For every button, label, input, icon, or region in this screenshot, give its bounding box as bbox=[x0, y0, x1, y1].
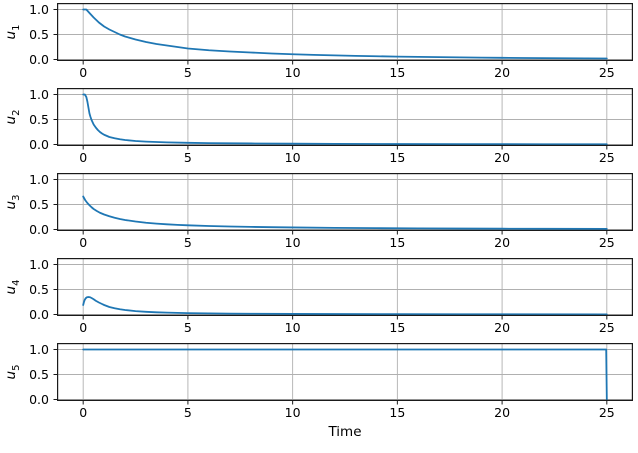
subplot-u2 bbox=[53, 88, 637, 151]
y-axis-title-subscript: 2 bbox=[10, 109, 22, 116]
y-tick-label: 0.0 bbox=[29, 52, 49, 67]
axes-frame bbox=[56, 3, 633, 61]
x-tick-label: 10 bbox=[284, 235, 301, 250]
y-tick-label: 1.0 bbox=[29, 172, 49, 187]
y-tick-label: 0.0 bbox=[29, 222, 49, 237]
x-tick-label: 15 bbox=[389, 150, 406, 165]
subplot-u5 bbox=[53, 343, 637, 406]
grid-lines bbox=[57, 258, 633, 316]
x-tick-label: 5 bbox=[183, 235, 192, 250]
x-tick-label: 5 bbox=[183, 405, 192, 420]
x-tick-label: 15 bbox=[389, 235, 406, 250]
axes-frame bbox=[56, 173, 633, 231]
x-tick-label: 10 bbox=[284, 405, 301, 420]
subplot-u4 bbox=[53, 258, 637, 321]
y-tick-label: 0.0 bbox=[29, 307, 49, 322]
x-tick-label: 20 bbox=[494, 235, 511, 250]
axes-frame bbox=[56, 88, 633, 146]
x-tick-label: 20 bbox=[494, 150, 511, 165]
x-tick-label: 5 bbox=[183, 150, 192, 165]
axis-ticks bbox=[53, 264, 608, 320]
x-tick-label: 5 bbox=[183, 65, 192, 80]
y-tick-label: 0.5 bbox=[29, 27, 49, 42]
series-line bbox=[82, 348, 608, 401]
axis-ticks bbox=[53, 179, 608, 235]
y-tick-label: 0.5 bbox=[29, 282, 49, 297]
y-tick-label: 1.0 bbox=[29, 342, 49, 357]
x-tick-label: 25 bbox=[598, 150, 615, 165]
x-tick-label: 0 bbox=[79, 235, 88, 250]
subplot-canvas bbox=[53, 173, 633, 235]
grid-lines bbox=[57, 88, 633, 146]
y-axis-title-var: u bbox=[3, 370, 20, 380]
series-line bbox=[82, 195, 608, 230]
series-line bbox=[82, 93, 608, 146]
x-tick-label: 0 bbox=[79, 65, 88, 80]
y-axis-title: u1 bbox=[3, 24, 24, 40]
y-tick-label: 1.0 bbox=[29, 1, 49, 17]
grid-lines bbox=[57, 343, 633, 401]
axis-ticks bbox=[53, 94, 608, 150]
x-tick-label: 5 bbox=[183, 320, 192, 335]
y-tick-label: 0.5 bbox=[29, 197, 49, 212]
y-axis-title-var: u bbox=[3, 200, 20, 210]
y-axis-title-subscript: 1 bbox=[10, 24, 22, 31]
x-tick-label: 15 bbox=[389, 320, 406, 335]
series-line bbox=[82, 8, 608, 60]
subplot-canvas bbox=[53, 88, 633, 150]
y-tick-label: 1.0 bbox=[29, 257, 49, 272]
x-axis-title: Time bbox=[328, 424, 362, 440]
y-axis-title: u4 bbox=[3, 279, 24, 295]
x-tick-label: 20 bbox=[494, 405, 511, 420]
y-axis-title-subscript: 4 bbox=[10, 279, 22, 286]
x-tick-label: 25 bbox=[598, 235, 615, 250]
y-tick-label: 1.0 bbox=[29, 87, 49, 102]
y-tick-label: 0.0 bbox=[29, 392, 49, 407]
y-axis-title: u3 bbox=[3, 194, 24, 210]
y-axis-title-var: u bbox=[3, 115, 20, 125]
grid-lines bbox=[57, 3, 633, 61]
y-axis-title-var: u bbox=[3, 285, 20, 295]
axes-frame bbox=[56, 258, 633, 316]
y-tick-label: 0.5 bbox=[29, 112, 49, 127]
x-tick-label: 0 bbox=[79, 320, 88, 335]
x-tick-label: 0 bbox=[79, 150, 88, 165]
x-tick-label: 15 bbox=[389, 405, 406, 420]
axes-frame bbox=[56, 343, 633, 401]
y-axis-title-subscript: 5 bbox=[10, 364, 22, 371]
x-tick-label: 15 bbox=[389, 65, 406, 80]
y-axis-title-subscript: 3 bbox=[10, 194, 22, 201]
grid-lines bbox=[57, 173, 633, 231]
y-tick-label: 0.5 bbox=[29, 367, 49, 382]
subplot-u3 bbox=[53, 173, 637, 236]
subplot-canvas bbox=[53, 3, 633, 65]
x-tick-label: 25 bbox=[598, 65, 615, 80]
x-tick-label: 25 bbox=[598, 405, 615, 420]
x-tick-label: 25 bbox=[598, 320, 615, 335]
x-tick-label: 20 bbox=[494, 65, 511, 80]
subplot-canvas bbox=[53, 343, 633, 405]
axis-ticks bbox=[53, 349, 608, 405]
y-axis-title: u2 bbox=[3, 109, 24, 125]
x-tick-label: 20 bbox=[494, 320, 511, 335]
axis-ticks bbox=[53, 9, 608, 65]
x-tick-label: 10 bbox=[284, 150, 301, 165]
y-axis-title-var: u bbox=[3, 30, 20, 40]
y-tick-label: 0.0 bbox=[29, 137, 49, 152]
x-tick-label: 0 bbox=[79, 405, 88, 420]
subplot-canvas bbox=[53, 258, 633, 320]
x-tick-label: 10 bbox=[284, 65, 301, 80]
x-tick-label: 10 bbox=[284, 320, 301, 335]
subplot-u1 bbox=[53, 3, 637, 66]
series-line bbox=[82, 296, 608, 316]
y-axis-title: u5 bbox=[3, 364, 24, 380]
